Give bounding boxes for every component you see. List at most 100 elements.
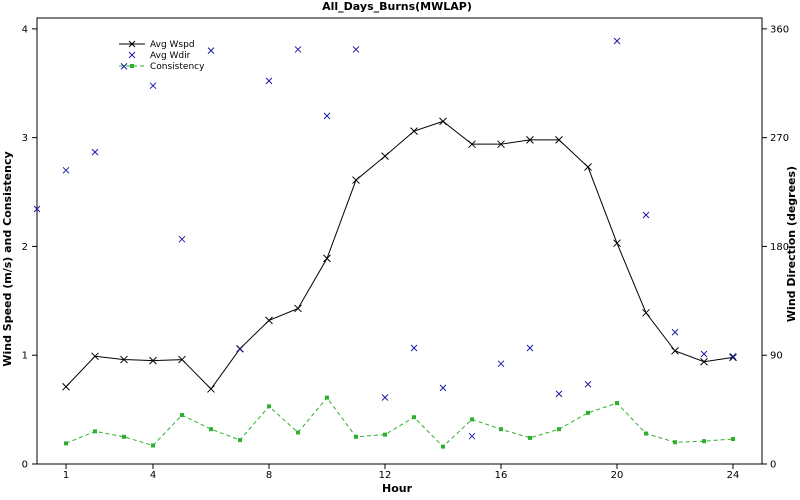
consistency-point	[499, 427, 503, 432]
legend-entry-avg-wdir: Avg Wdir	[128, 51, 191, 61]
avg-wspd-point	[323, 254, 331, 263]
avg-wspd-point	[410, 127, 418, 135]
avg-wdir-point	[468, 432, 476, 440]
avg-wspd-point	[555, 135, 563, 144]
avg-wspd-point	[468, 140, 476, 149]
consistency-point	[731, 436, 735, 441]
consistency-point	[64, 441, 68, 446]
avg-wspd-point	[381, 152, 389, 161]
consistency-point	[209, 427, 213, 432]
avg-wdir-point	[555, 390, 563, 398]
consistency-point	[354, 434, 358, 439]
legend-swatch-marker	[130, 64, 134, 68]
avg-wdir-point	[439, 384, 447, 392]
x-tick-label: 20	[611, 470, 624, 481]
avg-wdir-point	[613, 37, 621, 45]
consistency-point	[470, 417, 474, 422]
avg-wdir-point	[497, 360, 505, 368]
avg-wspd-point	[265, 316, 273, 325]
legend-swatch-marker	[128, 40, 136, 48]
consistency-point	[557, 427, 561, 432]
avg-wdir-point	[120, 62, 128, 70]
x-tick-label: 12	[379, 470, 392, 481]
x-tick-label: 1	[63, 470, 69, 481]
consistency-point	[267, 404, 271, 409]
x-tick-label: 16	[495, 470, 508, 481]
avg-wspd-point	[700, 357, 708, 366]
avg-wdir-point	[642, 211, 650, 219]
consistency-point	[702, 439, 706, 444]
consistency-point	[441, 444, 445, 449]
x-axis-title: Hour	[382, 482, 413, 495]
x-tick-label: 24	[727, 470, 740, 481]
avg-wdir-point	[410, 344, 418, 352]
legend-label: Avg Wdir	[150, 51, 191, 61]
y-axis-left-title: Wind Speed (m/s) and Consistency	[1, 151, 14, 366]
avg-wspd-point	[91, 352, 99, 361]
y-left-tick-label: 2	[22, 242, 28, 253]
consistency-point	[296, 430, 300, 435]
x-tick-label: 4	[150, 470, 156, 481]
avg-wspd-point	[178, 355, 186, 364]
avg-wdir-point	[729, 353, 737, 360]
y-left-tick-label: 1	[22, 351, 28, 362]
avg-wspd-point	[352, 176, 360, 184]
avg-wspd-point	[149, 356, 157, 365]
consistency-point	[528, 435, 532, 440]
avg-wdir-point	[584, 380, 592, 388]
avg-wdir-point	[265, 77, 273, 85]
avg-wspd-point	[497, 140, 505, 149]
y-axis-right-title: Wind Direction (degrees)	[785, 166, 798, 322]
avg-wspd-point	[671, 347, 679, 355]
y-left-tick-label: 0	[22, 460, 28, 471]
chart-title: All_Days_Burns(MWLAP)	[322, 0, 472, 13]
consistency-point	[325, 395, 329, 400]
avg-wspd-line	[65, 120, 734, 390]
avg-wspd-point	[642, 308, 650, 317]
avg-wspd-point	[294, 304, 302, 313]
avg-wdir-point	[178, 235, 186, 243]
avg-wdir-point	[352, 46, 360, 53]
consistency-line	[65, 396, 734, 448]
legend-swatch-marker	[128, 51, 136, 59]
avg-wspd-point	[584, 163, 592, 171]
consistency-point	[383, 432, 387, 437]
consistency-point	[180, 413, 184, 418]
series-layer	[33, 37, 737, 449]
avg-wdir-point	[294, 46, 302, 53]
consistency-point	[151, 443, 155, 448]
consistency-point	[673, 440, 677, 445]
avg-wspd-point	[207, 385, 215, 393]
legend-label: Avg Wspd	[150, 40, 195, 50]
legend-entry-avg-wspd: Avg Wspd	[119, 40, 195, 50]
avg-wdir-point	[323, 112, 331, 120]
y-right-tick-label: 360	[770, 24, 789, 35]
avg-wdir-point	[149, 82, 157, 90]
avg-wdir-point	[207, 47, 215, 54]
avg-wspd-point	[613, 239, 621, 248]
avg-wspd-point	[439, 117, 447, 126]
y-right-tick-label: 270	[770, 133, 789, 144]
consistency-point	[644, 431, 648, 436]
consistency-point	[238, 438, 242, 443]
avg-wdir-point	[236, 345, 244, 353]
y-left-tick-label: 3	[22, 133, 28, 144]
y-right-tick-label: 180	[770, 242, 789, 253]
y-right-tick-label: 90	[770, 351, 783, 362]
consistency-point	[93, 429, 97, 434]
avg-wdir-point	[33, 205, 41, 213]
consistency-point	[122, 434, 126, 439]
plot-frame	[36, 17, 763, 465]
consistency-point	[615, 401, 619, 406]
consistency-point	[586, 410, 590, 415]
avg-wdir-point	[671, 328, 679, 336]
avg-wdir-point	[62, 166, 70, 174]
avg-wspd-point	[729, 353, 737, 362]
consistency-point	[412, 415, 416, 420]
legend-label: Consistency	[150, 62, 205, 72]
avg-wdir-point	[526, 344, 534, 352]
